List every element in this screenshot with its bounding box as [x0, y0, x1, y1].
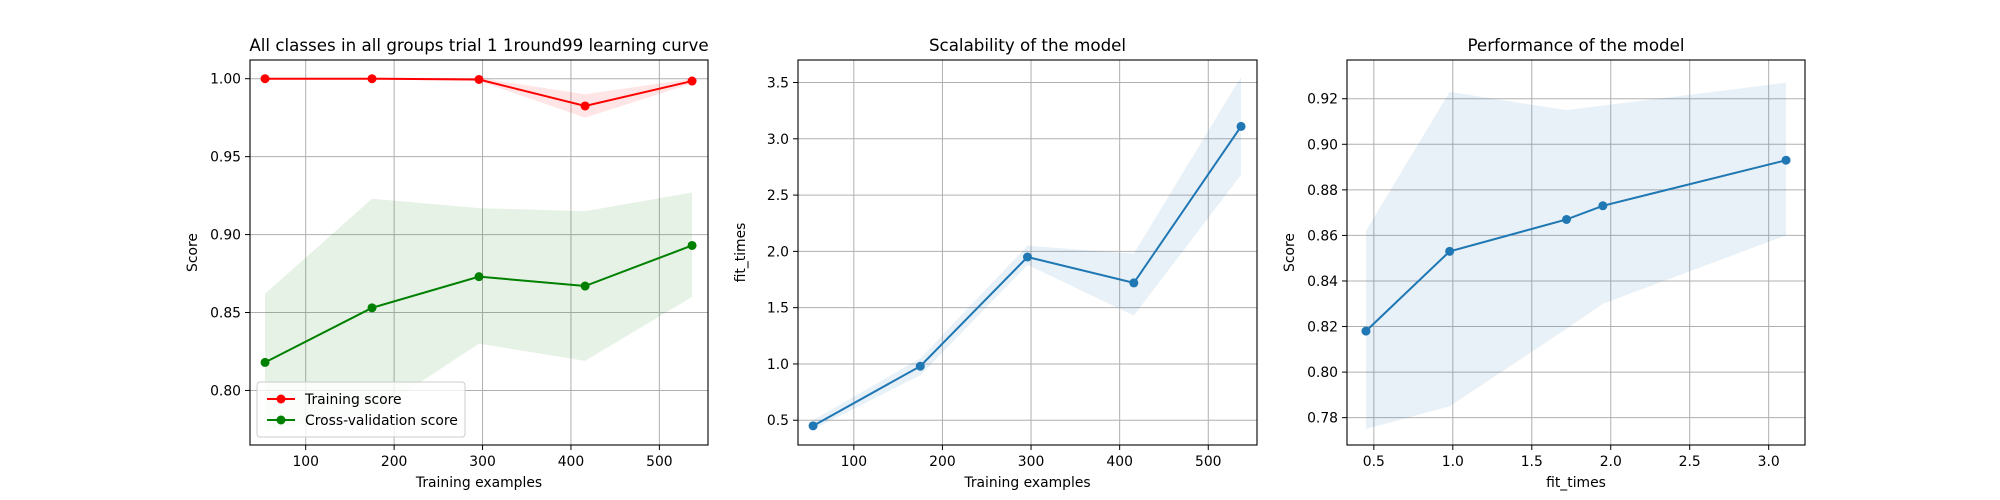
x-tick-label: 300 [1018, 454, 1045, 470]
x-tick-label: 400 [1106, 454, 1133, 470]
y-tick-label: 1.00 [210, 72, 241, 88]
legend-marker-1 [276, 394, 286, 404]
data-point [687, 76, 697, 86]
x-tick-label: 1.0 [1442, 454, 1464, 470]
axes-frame [249, 59, 709, 446]
x-axis-label: fit_times [1546, 475, 1606, 491]
x-tick-label: 500 [1195, 454, 1222, 470]
y-tick-label: 0.92 [1307, 92, 1338, 108]
legend-marker-2 [276, 415, 286, 425]
data-point [367, 303, 377, 313]
y-axis-label: Score [1282, 233, 1298, 272]
data-point [1023, 252, 1032, 262]
y-tick-label: 3.0 [767, 132, 789, 148]
y-tick-label: 0.90 [1307, 137, 1338, 153]
y-tick-label: 0.95 [210, 150, 241, 166]
x-tick-label: 3.0 [1758, 454, 1780, 470]
y-tick-label: 0.80 [210, 383, 241, 399]
x-tick-label: 100 [292, 454, 319, 470]
data-point [1781, 155, 1791, 165]
y-axis-label: fit_times [733, 223, 749, 283]
chart-panel-1: 100 200 300 400 500 0.80 0.85 0.90 0.95 1.00 All c… [185, 35, 709, 491]
y-tick-label: 0.90 [210, 228, 241, 244]
x-tick-label: 200 [929, 454, 956, 470]
data-point [580, 281, 590, 291]
x-tick-label: 100 [841, 454, 868, 470]
legend-label-1: Training score [304, 392, 402, 408]
x-axis-label: Training examples [963, 475, 1090, 491]
axes-frame [1346, 59, 1806, 446]
data-point [1445, 246, 1455, 256]
x-tick-label: 500 [646, 454, 673, 470]
y-tick-label: 1.5 [767, 301, 789, 317]
x-tick-label: 400 [558, 454, 585, 470]
axes-frame [797, 59, 1258, 446]
data-point [1129, 278, 1139, 288]
legend-label-2: Cross-validation score [305, 413, 458, 429]
data-point [1361, 326, 1371, 336]
x-axis-label: Training examples [415, 475, 542, 491]
data-point [808, 421, 818, 431]
data-point [474, 272, 484, 282]
y-tick-label: 1.0 [767, 357, 789, 373]
series-line-1 [812, 125, 1242, 427]
y-tick-label: 2.0 [767, 244, 789, 260]
data-point [580, 101, 590, 111]
x-tick-label: 1.5 [1521, 454, 1543, 470]
data-point [1598, 201, 1608, 211]
y-tick-label: 0.85 [210, 306, 241, 322]
x-tick-label: 0.5 [1363, 454, 1385, 470]
chart-title: Performance of the model [1467, 35, 1684, 55]
y-tick-label: 0.88 [1307, 183, 1338, 199]
x-tick-label: 300 [469, 454, 496, 470]
y-tick-label: 2.5 [767, 188, 789, 204]
x-tick-label: 200 [381, 454, 408, 470]
x-tick-label: 2.5 [1679, 454, 1701, 470]
data-point [260, 74, 270, 84]
data-point [1236, 121, 1246, 131]
data-point [1562, 214, 1572, 224]
data-point [915, 361, 925, 371]
data-point [260, 357, 270, 367]
legend: Training score Cross-validation score [256, 381, 466, 438]
y-tick-label: 0.80 [1307, 365, 1338, 381]
confidence-band-2 [265, 192, 693, 430]
y-tick-label: 0.86 [1307, 228, 1338, 244]
data-point [474, 74, 484, 84]
y-tick-label: 0.82 [1307, 320, 1338, 336]
chart-title: Scalability of the model [929, 35, 1126, 55]
confidence-band-1 [1365, 82, 1787, 430]
y-tick-label: 0.84 [1307, 274, 1338, 290]
legend-box [256, 381, 466, 438]
y-axis-label: Score [185, 233, 201, 272]
chart-title: All classes in all groups trial 1 1round… [249, 35, 708, 55]
y-tick-label: 0.5 [767, 413, 789, 429]
x-tick-label: 2.0 [1600, 454, 1622, 470]
y-tick-label: 0.78 [1307, 411, 1338, 427]
y-tick-label: 3.5 [767, 76, 789, 92]
data-point [367, 74, 377, 84]
data-point [687, 240, 697, 250]
chart-panel-2: 100 200 300 400 500 0.5 1.0 1.5 2.0 2.5 3.0 3.5 Scal… [733, 35, 1258, 491]
chart-panel-3: 0.5 1.0 1.5 2.0 2.5 3.0 0.78 0.80 0.82 0.84 0.86 0.… [1282, 35, 1806, 491]
